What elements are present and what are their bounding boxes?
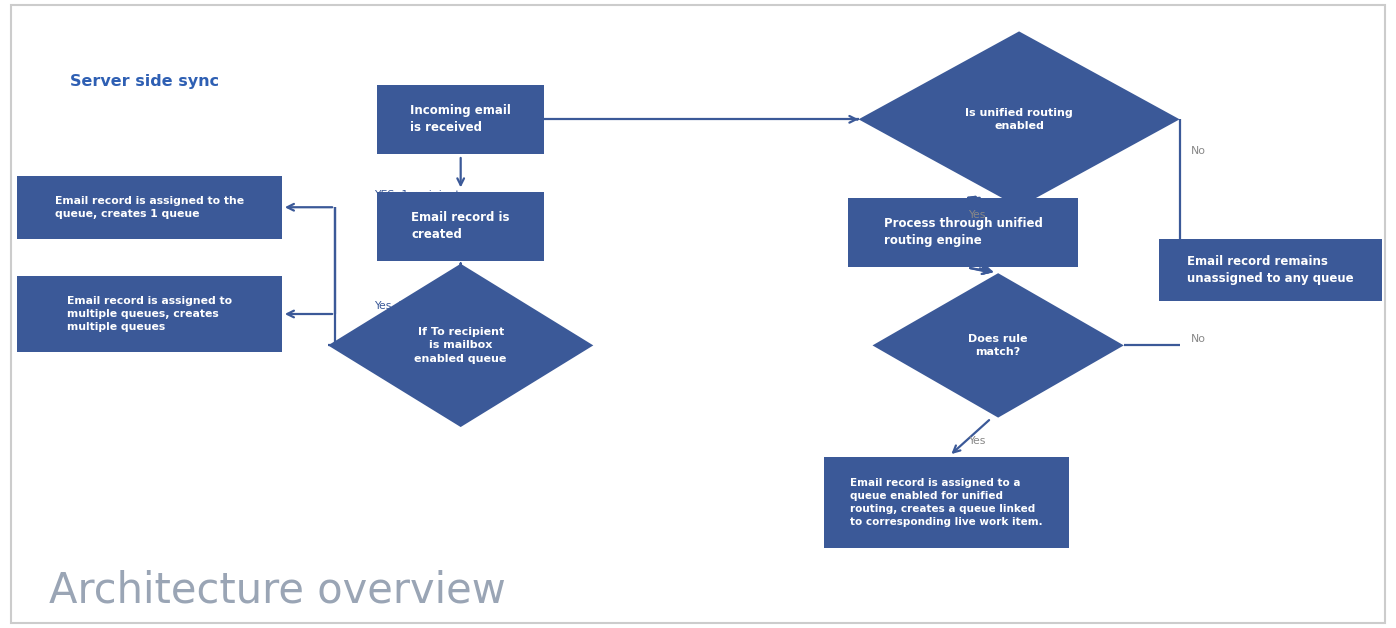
Polygon shape bbox=[328, 264, 593, 427]
Text: Yes: Yes bbox=[969, 210, 986, 220]
Polygon shape bbox=[859, 31, 1180, 207]
Text: Email record is assigned to a
queue enabled for unified
routing, creates a queue: Email record is assigned to a queue enab… bbox=[850, 478, 1043, 527]
Text: Process through unified
routing engine: Process through unified routing engine bbox=[884, 217, 1043, 247]
Text: Yes: Yes bbox=[969, 436, 986, 446]
FancyBboxPatch shape bbox=[377, 85, 544, 154]
FancyBboxPatch shape bbox=[824, 457, 1069, 548]
Text: If To recipient
is mailbox
enabled queue: If To recipient is mailbox enabled queue bbox=[415, 327, 507, 364]
Polygon shape bbox=[872, 273, 1124, 418]
Text: Server side sync: Server side sync bbox=[70, 74, 219, 89]
Text: No: No bbox=[1191, 334, 1206, 344]
Text: Incoming email
is received: Incoming email is received bbox=[410, 104, 511, 134]
Text: No: No bbox=[1191, 146, 1206, 156]
FancyBboxPatch shape bbox=[17, 176, 282, 239]
Text: Email record is assigned to the
queue, creates 1 queue: Email record is assigned to the queue, c… bbox=[54, 196, 244, 219]
Text: Email record is
created: Email record is created bbox=[412, 211, 510, 241]
Text: Email record remains
unassigned to any queue: Email record remains unassigned to any q… bbox=[1187, 255, 1354, 285]
FancyBboxPatch shape bbox=[377, 192, 544, 261]
FancyBboxPatch shape bbox=[1159, 239, 1382, 301]
Text: Architecture overview: Architecture overview bbox=[49, 570, 505, 611]
Text: Yes, 2+ recipients: Yes, 2+ recipients bbox=[374, 301, 472, 311]
Text: Is unified routing
enabled: Is unified routing enabled bbox=[965, 108, 1074, 131]
Text: Does rule
match?: Does rule match? bbox=[969, 334, 1027, 357]
Text: Email record is assigned to
multiple queues, creates
multiple queues: Email record is assigned to multiple que… bbox=[67, 296, 232, 332]
Text: YES, 1 recipient: YES, 1 recipient bbox=[374, 190, 459, 200]
FancyBboxPatch shape bbox=[17, 276, 282, 352]
FancyBboxPatch shape bbox=[847, 198, 1078, 267]
